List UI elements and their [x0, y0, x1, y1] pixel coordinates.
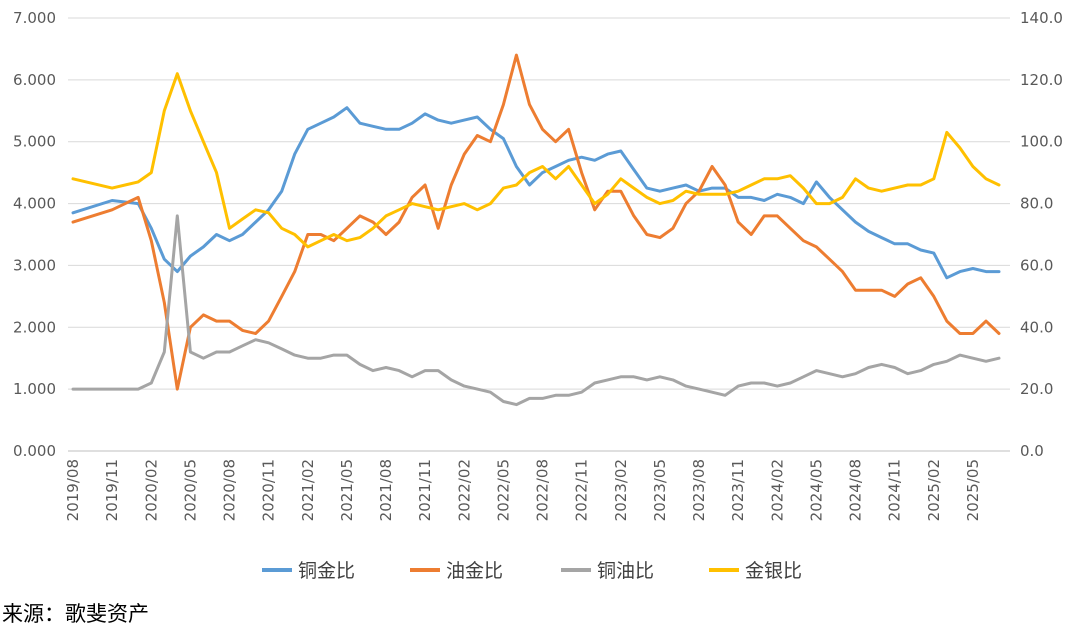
right-tick-label: 20.0 [1020, 380, 1053, 398]
left-tick-label: 6.000 [13, 71, 56, 89]
x-tick-label: 2023/11 [729, 459, 747, 521]
right-tick-label: 60.0 [1020, 256, 1053, 274]
left-axis-ticks: 0.000 1.000 2.000 3.000 4.000 5.000 6.000 7.000 [13, 9, 56, 460]
x-tick-label: 2024/11 [886, 459, 904, 521]
x-tick-label: 2019/11 [103, 459, 121, 521]
legend-label: 铜油比 [597, 560, 654, 582]
x-tick-label: 2022/05 [494, 459, 512, 521]
x-tick-label: 2020/05 [181, 459, 199, 521]
left-tick-label: 0.000 [13, 442, 56, 460]
legend-label: 铜金比 [298, 560, 355, 582]
x-tick-label: 2022/11 [573, 459, 591, 521]
x-tick-label: 2020/02 [142, 459, 160, 521]
series-line-1 [71, 106, 1001, 280]
x-tick-label: 2023/05 [651, 459, 669, 521]
right-tick-label: 0.0 [1020, 442, 1044, 460]
series-line-3 [71, 214, 1001, 407]
x-tick-label: 2025/02 [925, 459, 943, 521]
x-tick-label: 2024/02 [768, 459, 786, 521]
x-axis-ticks: 2019/08 2019/11 2020/02 2020/05 2020/08 2020/… [64, 459, 982, 521]
left-tick-label: 7.000 [13, 9, 56, 27]
x-tick-label: 2019/08 [64, 459, 82, 521]
left-tick-label: 3.000 [13, 256, 56, 274]
series-line-4 [71, 72, 1001, 249]
x-tick-label: 2022/02 [455, 459, 473, 521]
gridlines [68, 17, 1010, 452]
x-tick-label: 2020/08 [221, 459, 239, 521]
legend-label: 油金比 [446, 560, 503, 582]
legend: 铜金比 油金比 铜油比 金银比 [262, 560, 802, 582]
source-note: 来源：歌斐资产 [2, 602, 149, 626]
right-tick-label: 140.0 [1020, 9, 1063, 27]
x-tick-label: 2021/02 [299, 459, 317, 521]
right-tick-label: 120.0 [1020, 71, 1063, 89]
x-tick-label: 2020/11 [260, 459, 278, 521]
x-tick-label: 2024/05 [807, 459, 825, 521]
left-tick-label: 4.000 [13, 195, 56, 213]
right-axis-ticks: 0.0 20.0 40.0 60.0 80.0 100.0 120.0 140.0 [1020, 9, 1063, 460]
x-tick-label: 2023/08 [690, 459, 708, 521]
left-tick-label: 2.000 [13, 318, 56, 336]
x-tick-label: 2023/02 [612, 459, 630, 521]
x-tick-label: 2021/08 [377, 459, 395, 521]
x-tick-label: 2022/08 [534, 459, 552, 521]
x-tick-label: 2025/05 [964, 459, 982, 521]
x-tick-label: 2021/05 [338, 459, 356, 521]
series-line-2 [71, 53, 1001, 391]
left-tick-label: 5.000 [13, 133, 56, 151]
right-tick-label: 80.0 [1020, 195, 1053, 213]
x-tick-label: 2021/11 [416, 459, 434, 521]
x-tick-label: 2024/08 [847, 459, 865, 521]
legend-label: 金银比 [745, 560, 802, 582]
right-tick-label: 100.0 [1020, 133, 1063, 151]
series-lines [71, 53, 1001, 407]
left-tick-label: 1.000 [13, 380, 56, 398]
right-tick-label: 40.0 [1020, 318, 1053, 336]
chart-canvas: 0.000 1.000 2.000 3.000 4.000 5.000 6.000 7.000… [13, 9, 1063, 582]
